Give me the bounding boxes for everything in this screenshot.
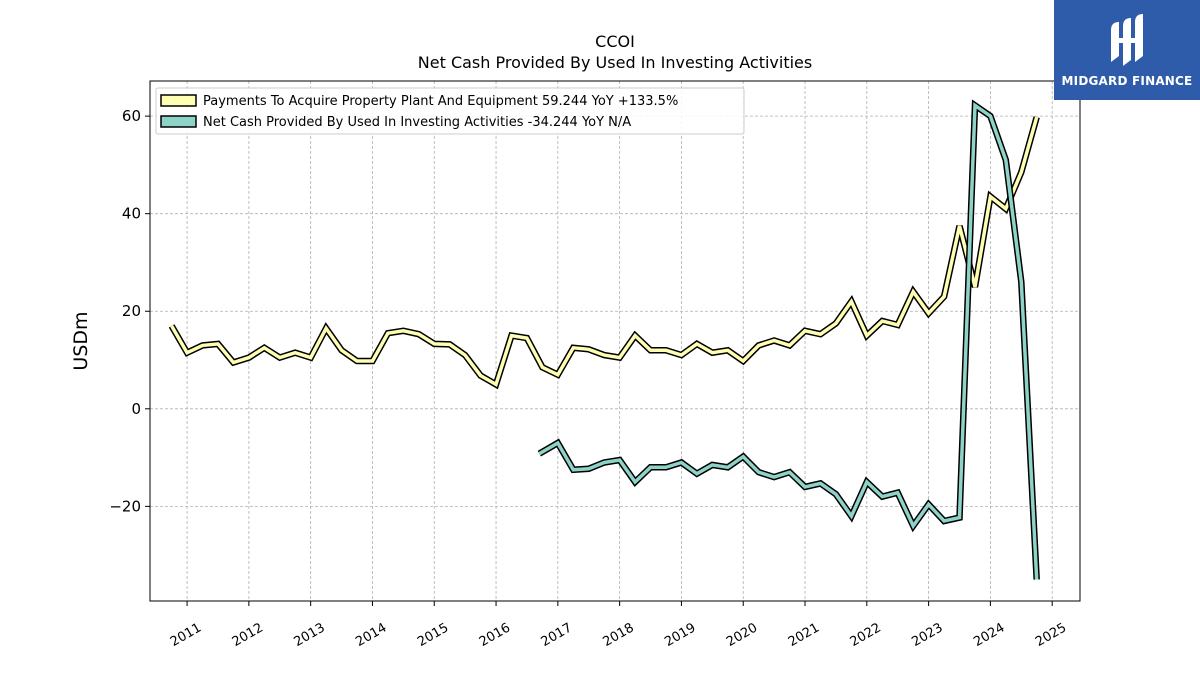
x-tick-label: 2017	[539, 620, 575, 650]
brand-name: MIDGARD FINANCE	[1061, 74, 1193, 88]
x-tick-label: 2023	[909, 620, 945, 650]
legend-label-capex: Payments To Acquire Property Plant And E…	[203, 94, 678, 109]
x-tick-label: 2015	[415, 620, 451, 650]
y-tick-label: −20	[109, 497, 141, 515]
x-tick-label: 2022	[848, 620, 884, 650]
y-tick-label: 0	[131, 400, 141, 418]
x-tick-label: 2025	[1033, 620, 1069, 650]
x-tick-label: 2011	[168, 620, 204, 650]
brand-logo: MIDGARD FINANCE	[1054, 0, 1200, 100]
x-tick-label: 2012	[230, 620, 266, 650]
grid	[150, 81, 1080, 601]
y-tick-label: 60	[122, 107, 141, 125]
chart-subtitle: Net Cash Provided By Used In Investing A…	[418, 53, 812, 72]
y-tick-label: 20	[122, 302, 141, 320]
x-tick-label: 2013	[292, 620, 328, 650]
legend-swatch-capex	[160, 94, 197, 107]
midgard-logo-icon	[1111, 14, 1143, 66]
x-tick-label: 2020	[724, 620, 760, 650]
x-tick-label: 2024	[971, 620, 1007, 650]
x-tick-label: 2018	[600, 620, 636, 650]
plot-frame	[149, 80, 1081, 602]
series-outline-0	[168, 116, 1040, 390]
legend-frame	[155, 87, 745, 135]
legend-label-investing: Net Cash Provided By Used In Investing A…	[203, 115, 631, 130]
x-tick-label: 2014	[353, 620, 389, 650]
y-axis-ticks: −20 0 20 40 60	[109, 107, 150, 515]
series-line-0	[170, 116, 1039, 387]
legend: Payments To Acquire Property Plant And E…	[155, 87, 745, 135]
chart-title: CCOI	[595, 32, 635, 51]
legend-swatch-investing	[160, 115, 197, 128]
series-lines	[168, 99, 1040, 580]
x-tick-label: 2016	[477, 620, 513, 650]
x-axis-ticks: 2011 2012 2013 2014 2015 2016 2017 2018 2019 2020…	[168, 601, 1069, 650]
x-tick-label: 2019	[662, 620, 698, 650]
y-tick-label: 40	[122, 205, 141, 223]
series-line-1	[538, 102, 1039, 580]
y-axis-label: USDm	[70, 311, 92, 370]
x-tick-label: 2021	[786, 620, 822, 650]
